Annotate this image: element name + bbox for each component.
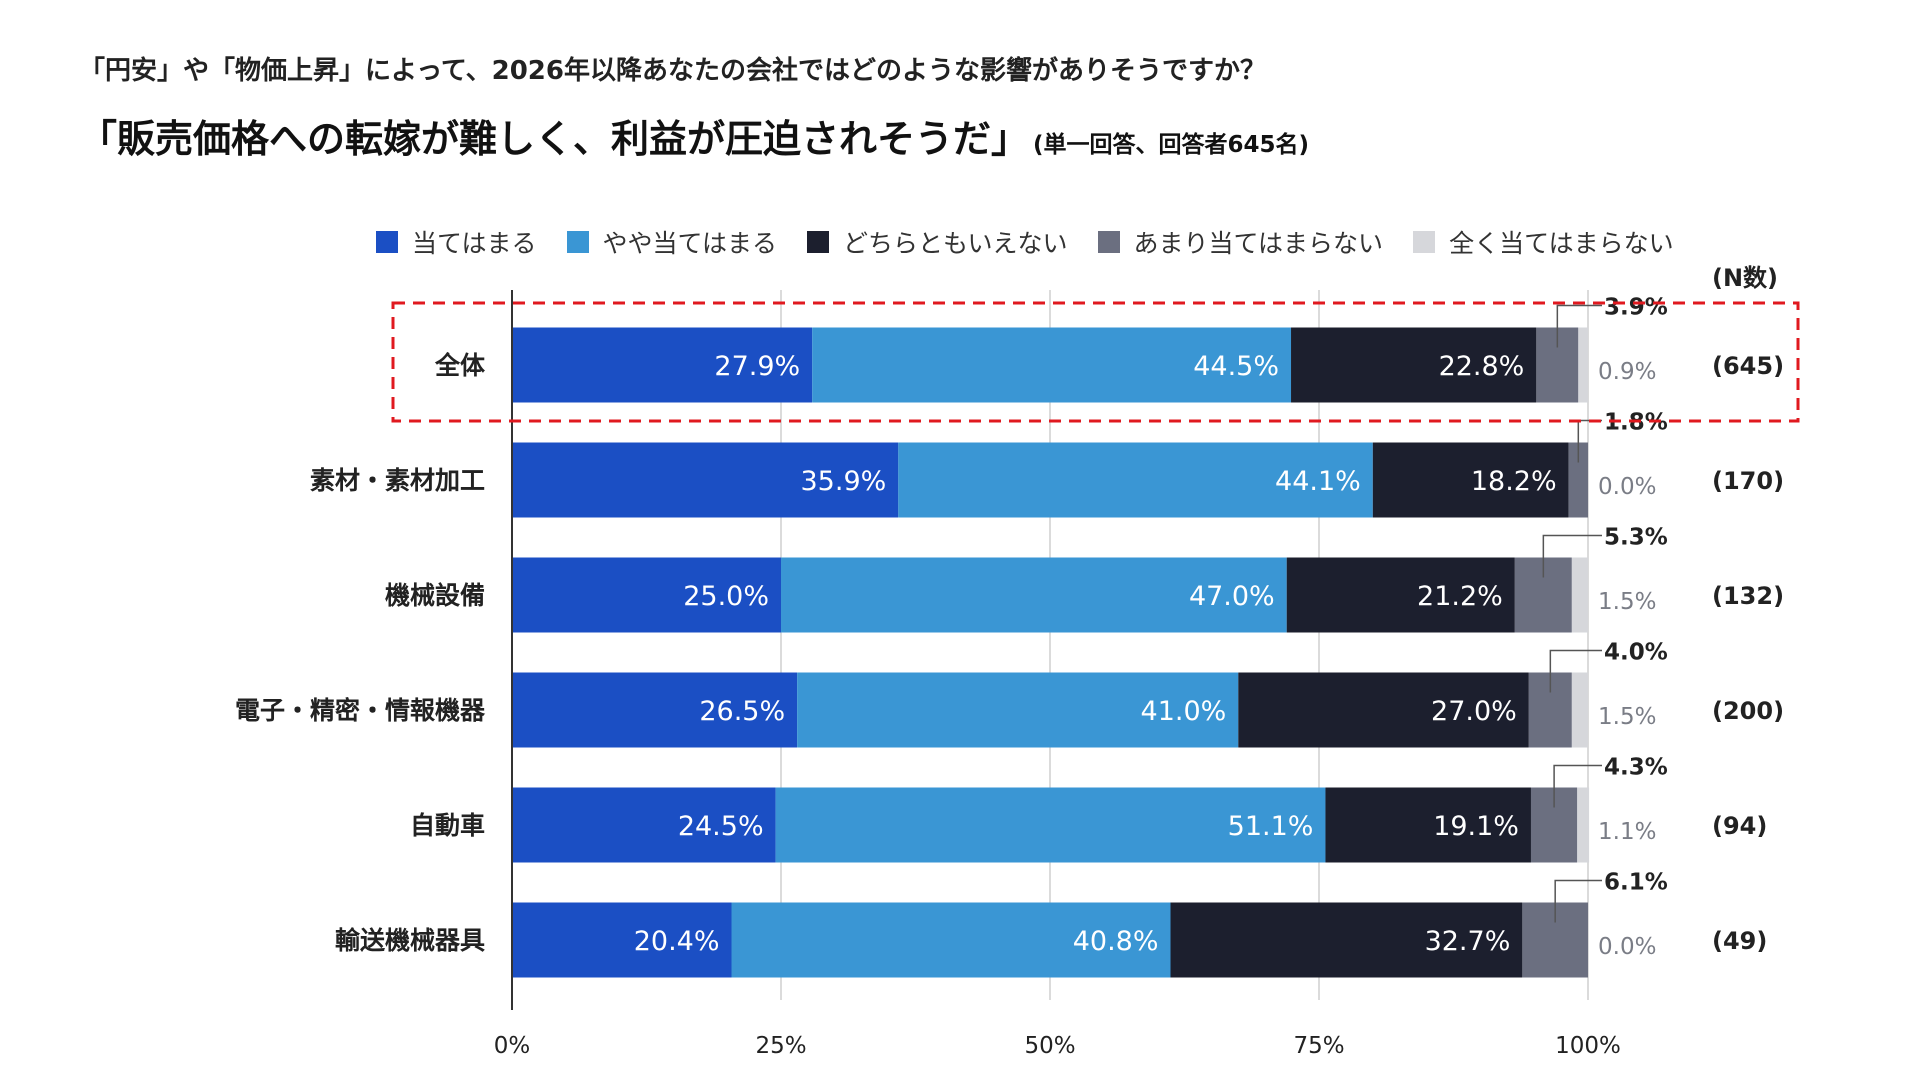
legend-item-2: どちらともいえない [807, 224, 1068, 260]
legend-swatch-0 [376, 231, 398, 253]
bar-label-2-series-1: 47.0% [1189, 581, 1275, 612]
legend-label-3: あまり当てはまらない [1133, 229, 1384, 258]
bar-label-4-series-1: 51.1% [1228, 811, 1314, 842]
callout-label-4: 4.3% [1604, 755, 1668, 781]
bar-label-5-series-1: 40.8% [1073, 926, 1159, 957]
n-count-1: (170) [1712, 467, 1784, 495]
bar-label-0-series-1: 44.5% [1193, 351, 1279, 382]
callout-line-3 [1549, 649, 1602, 693]
category-label-4: 自動車 [410, 811, 485, 840]
legend-swatch-3 [1097, 231, 1120, 253]
bar-label-1-series-2: 18.2% [1471, 466, 1557, 497]
x-tick-label-3: 75% [1293, 1033, 1344, 1059]
chart-title-note: (単一回答、回答者645名) [1033, 132, 1310, 158]
bar-0-series-1 [812, 327, 1292, 403]
category-label-3: 電子・精密・情報機器 [235, 696, 486, 725]
bar-2-series-0 [512, 557, 781, 633]
legend-item-4: 全く当てはまらない [1413, 224, 1674, 260]
bar-label-4-series-2: 19.1% [1433, 811, 1519, 842]
bar-label-3-series-1: 41.0% [1141, 696, 1227, 727]
bar-1-series-1 [898, 442, 1373, 518]
legend-label-0: 当てはまる [412, 229, 537, 258]
callout-line-2 [1542, 534, 1602, 578]
x-tick-label-1: 25% [755, 1033, 806, 1059]
bar-5-series-1 [731, 902, 1171, 978]
outside-label-2: 1.5% [1598, 589, 1656, 615]
chart-title: 「販売価格への転嫁が難しく、利益が圧迫されそうだ」 (単一回答、回答者645名) [79, 108, 1309, 163]
category-label-5: 輸送機械器具 [335, 926, 485, 955]
legend-swatch-4 [1413, 231, 1436, 253]
legend-swatch-2 [807, 231, 830, 253]
callout-label-5: 6.1% [1604, 870, 1668, 896]
bar-1-series-2 [1372, 442, 1569, 518]
x-tick-label-2: 50% [1024, 1033, 1075, 1059]
bar-4-series-1 [775, 787, 1326, 863]
outside-label-1: 0.0% [1598, 474, 1656, 500]
outside-label-3: 1.5% [1598, 704, 1656, 730]
legend-swatch-1 [566, 231, 589, 253]
bar-2-series-1 [781, 557, 1287, 633]
bar-4-series-4 [1577, 787, 1590, 863]
callout-line-4 [1553, 764, 1602, 808]
n-count-0: (645) [1712, 352, 1784, 380]
n-header: (N数) [1712, 264, 1778, 292]
bar-label-3-series-2: 27.0% [1431, 696, 1517, 727]
legend-item-3: あまり当てはまらない [1097, 224, 1384, 260]
bar-3-series-0 [512, 672, 798, 748]
x-tick-label-4: 100% [1555, 1033, 1621, 1059]
bar-2-series-2 [1286, 557, 1515, 633]
bar-label-5-series-0: 20.4% [634, 926, 720, 957]
x-tick-label-0: 0% [494, 1033, 531, 1059]
bar-0-series-4 [1578, 327, 1588, 403]
category-label-1: 素材・素材加工 [310, 466, 485, 495]
bar-label-2-series-2: 21.2% [1417, 581, 1503, 612]
bar-label-1-series-1: 44.1% [1275, 466, 1361, 497]
bar-label-2-series-0: 25.0% [683, 581, 769, 612]
bar-label-0-series-0: 27.9% [714, 351, 800, 382]
highlight-box [391, 301, 1800, 423]
outside-label-4: 1.1% [1598, 819, 1656, 845]
legend-label-2: どちらともいえない [843, 229, 1068, 258]
outside-label-0: 0.9% [1598, 359, 1656, 385]
bar-3-series-1 [797, 672, 1239, 748]
bar-5-series-0 [512, 902, 732, 978]
bar-1-series-3 [1568, 442, 1588, 518]
category-label-0: 全体 [434, 351, 486, 380]
bar-label-1-series-0: 35.9% [801, 466, 887, 497]
legend-label-4: 全く当てはまらない [1449, 229, 1674, 258]
bar-3-series-2 [1238, 672, 1529, 748]
legend: 当てはまる やや当てはまる どちらともいえない あまり当てはまらない 全く当ては… [376, 224, 1704, 260]
bar-4-series-0 [512, 787, 776, 863]
n-count-2: (132) [1712, 582, 1784, 610]
bar-label-3-series-0: 26.5% [699, 696, 785, 727]
bar-1-series-0 [512, 442, 899, 518]
bar-0-series-0 [512, 327, 813, 403]
bar-label-5-series-2: 32.7% [1425, 926, 1511, 957]
chart-subtitle-question: 「円安」や「物価上昇」によって、2026年以降あなたの会社ではどのような影響があ… [79, 56, 1266, 86]
callout-label-0: 3.9% [1604, 295, 1668, 321]
bar-5-series-2 [1170, 902, 1523, 978]
bar-2-series-4 [1571, 557, 1588, 633]
legend-label-1: やや当てはまる [602, 229, 778, 258]
legend-item-0: 当てはまる [376, 224, 537, 260]
bar-label-0-series-2: 22.8% [1439, 351, 1525, 382]
callout-line-0 [1556, 304, 1602, 348]
n-count-4: (94) [1712, 812, 1767, 840]
callout-line-5 [1554, 879, 1602, 923]
callout-label-3: 4.0% [1604, 640, 1668, 666]
bar-label-4-series-0: 24.5% [678, 811, 764, 842]
category-label-2: 機械設備 [385, 581, 485, 610]
n-count-5: (49) [1712, 927, 1767, 955]
n-count-3: (200) [1712, 697, 1784, 725]
bar-3-series-4 [1571, 672, 1588, 748]
legend-item-1: やや当てはまる [566, 224, 778, 260]
chart-title-main: 「販売価格への転嫁が難しく、利益が圧迫されそうだ」 [79, 117, 1030, 161]
bar-0-series-2 [1291, 327, 1537, 403]
bar-4-series-2 [1325, 787, 1531, 863]
outside-label-5: 0.0% [1598, 934, 1656, 960]
callout-label-2: 5.3% [1604, 525, 1668, 551]
